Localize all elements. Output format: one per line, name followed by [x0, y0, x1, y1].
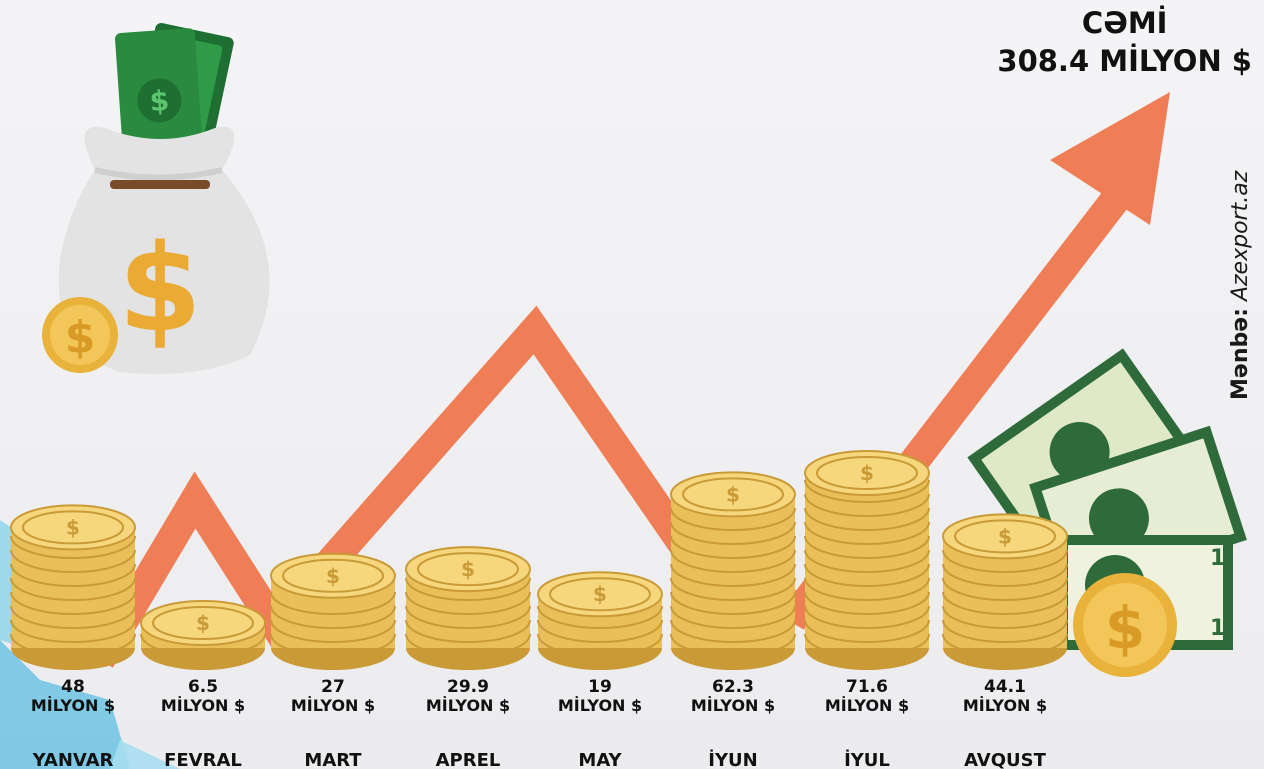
source-label: Mənbə: — [1228, 308, 1253, 400]
coin-stack-bar: $ — [270, 552, 396, 670]
svg-text:$: $ — [65, 312, 96, 363]
data-label-value: 71.6 — [846, 677, 888, 697]
coin-stack-bar: $ — [537, 571, 663, 670]
source-credit: Mənbə: Azexport.az — [1228, 100, 1253, 400]
category-label: İYUN — [708, 749, 757, 769]
svg-text:$: $ — [149, 84, 171, 118]
category-label: İYUL — [844, 749, 890, 769]
source-value: Azexport.az — [1228, 170, 1253, 302]
trend-arrow-icon — [87, 92, 1170, 668]
data-label-value: 29.9 — [447, 677, 489, 697]
data-label-unit: MİLYON $ — [691, 696, 775, 715]
svg-text:$: $ — [1105, 594, 1145, 662]
svg-text:$: $ — [461, 557, 475, 581]
coin-stack-bar: $ — [405, 546, 531, 670]
data-label-unit: MİLYON $ — [558, 696, 642, 715]
money-bag-icon: $ $ $ — [42, 22, 270, 374]
category-labels: YANVAR FEVRAL MART APREL MAY İYUN İYUL AVQUST — [32, 749, 1047, 769]
category-label: AVQUST — [964, 750, 1047, 769]
coin-stack-bar: $ — [942, 513, 1068, 670]
data-label-unit: MİLYON $ — [426, 696, 510, 715]
svg-text:$: $ — [118, 220, 202, 359]
total-block: CƏMİ 308.4 MİLYON $ — [997, 4, 1252, 80]
svg-text:$: $ — [196, 611, 210, 635]
svg-text:$: $ — [66, 515, 80, 539]
svg-text:$: $ — [726, 482, 740, 506]
data-label-unit: MİLYON $ — [31, 696, 115, 715]
category-label: APREL — [436, 750, 501, 769]
category-label: YANVAR — [32, 750, 114, 769]
svg-text:$: $ — [326, 564, 340, 588]
category-label: MAY — [578, 750, 622, 769]
data-label-unit: MİLYON $ — [963, 696, 1047, 715]
svg-text:$: $ — [860, 461, 874, 485]
total-value: 308.4 MİLYON $ — [997, 44, 1252, 78]
data-label-value: 6.5 — [188, 677, 218, 697]
banknote-icon: 1 1 $ — [967, 348, 1247, 677]
data-label-value: 19 — [588, 677, 612, 697]
data-label-value: 27 — [321, 677, 345, 697]
data-label-unit: MİLYON $ — [291, 696, 375, 715]
category-label: FEVRAL — [164, 750, 242, 769]
data-label-unit: MİLYON $ — [161, 696, 245, 715]
coin-stacks: $ $ $ $ $ $ $ $ — [10, 450, 1068, 670]
data-label-value: 44.1 — [984, 677, 1026, 697]
coin-stack-bar: $ — [140, 600, 266, 670]
coin-stack-bar: $ — [670, 471, 796, 670]
data-label-value: 62.3 — [712, 677, 754, 697]
svg-text:$: $ — [998, 524, 1012, 548]
category-label: MART — [304, 750, 362, 769]
data-label-unit: MİLYON $ — [825, 696, 909, 715]
svg-text:$: $ — [593, 582, 607, 606]
data-label-value: 48 — [61, 677, 85, 697]
total-label: CƏMİ — [1081, 6, 1168, 40]
svg-text:1: 1 — [1210, 546, 1225, 571]
coin-stack-bar: $ — [10, 504, 136, 670]
coin-stack-bar: $ — [804, 450, 930, 670]
svg-text:1: 1 — [1210, 616, 1225, 641]
